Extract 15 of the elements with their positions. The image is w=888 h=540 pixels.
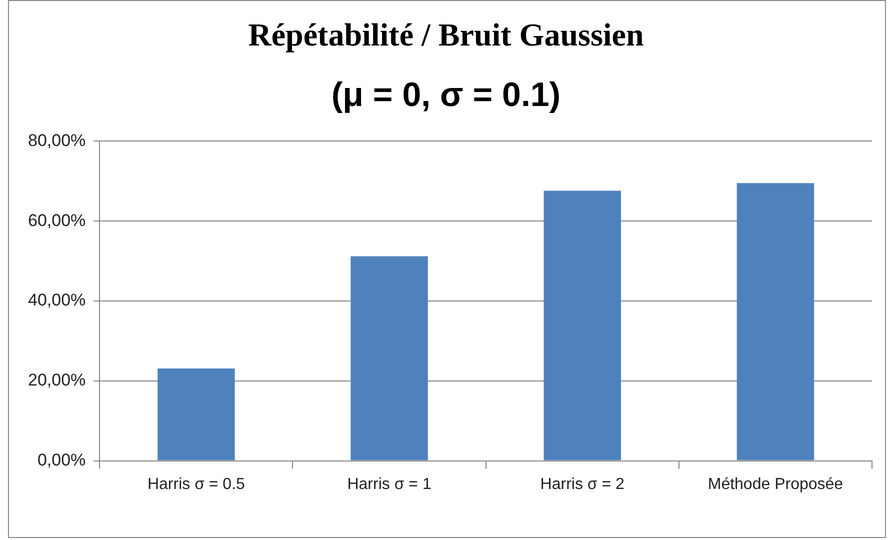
bar <box>544 190 621 460</box>
x-tick-label: Harris σ = 2 <box>540 476 625 493</box>
y-tick-label: 0,00% <box>37 450 86 470</box>
y-tick-label: 80,00% <box>28 130 86 150</box>
x-tick-label: Harris σ = 0.5 <box>147 476 246 493</box>
bar <box>158 368 235 460</box>
bar <box>350 256 428 460</box>
x-tick-label: Harris σ = 1 <box>347 476 432 493</box>
y-tick-label: 40,00% <box>28 290 86 310</box>
y-tick-label: 20,00% <box>28 370 86 390</box>
chart-title: Répétabilité / Bruit Gaussien <box>248 16 644 52</box>
y-tick-label: 60,00% <box>28 210 86 230</box>
chart-subtitle: (μ = 0, σ = 0.1) <box>331 76 561 114</box>
bar <box>736 183 814 460</box>
x-tick-label: Méthode Proposée <box>708 476 844 493</box>
